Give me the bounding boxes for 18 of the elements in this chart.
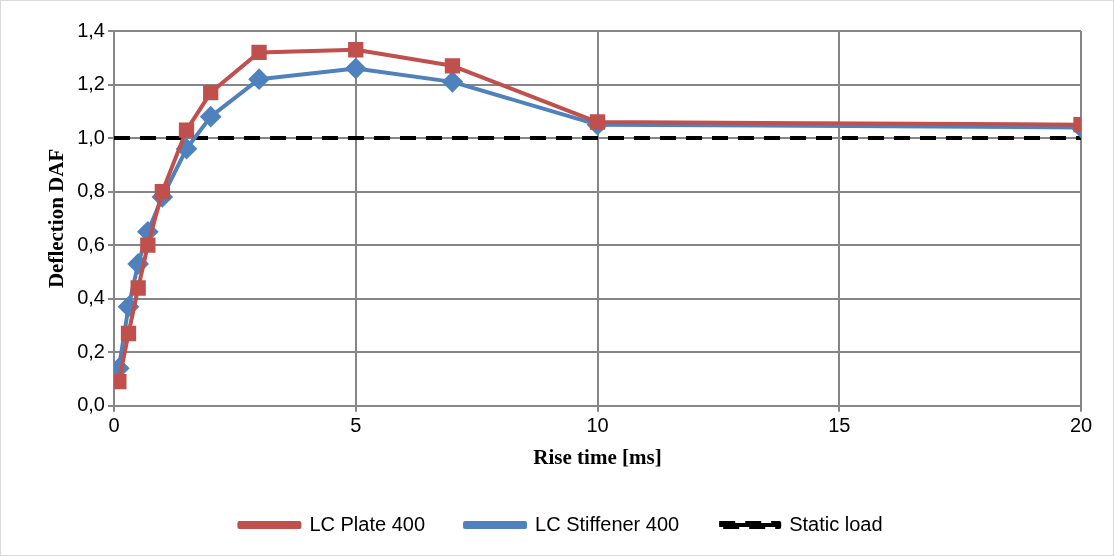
y-tick-label: 1,4 — [77, 18, 105, 41]
y-tick-label: 0,2 — [77, 339, 105, 362]
x-tick-label: 15 — [828, 414, 851, 437]
y-tick-label: 0,4 — [77, 286, 105, 309]
y-tick-label: 0,8 — [77, 179, 105, 202]
legend-label: LC Plate 400 — [309, 512, 426, 535]
y-axis-title: Deflection DAF — [44, 148, 69, 289]
x-tick-label: 0 — [108, 414, 120, 437]
y-tick-label: 0,0 — [77, 393, 105, 416]
y-tick-label: 1,2 — [77, 72, 105, 95]
y-tick-label: 0,6 — [77, 232, 105, 255]
x-tick-label: 20 — [1069, 414, 1093, 437]
legend-label: LC Stiffener 400 — [535, 512, 680, 535]
legend-label: Static load — [789, 512, 883, 535]
y-tick-label: 1,0 — [77, 125, 105, 148]
x-axis-title: Rise time [ms] — [533, 444, 662, 469]
x-tick-label: 10 — [586, 414, 609, 437]
x-tick-label: 5 — [350, 414, 362, 437]
